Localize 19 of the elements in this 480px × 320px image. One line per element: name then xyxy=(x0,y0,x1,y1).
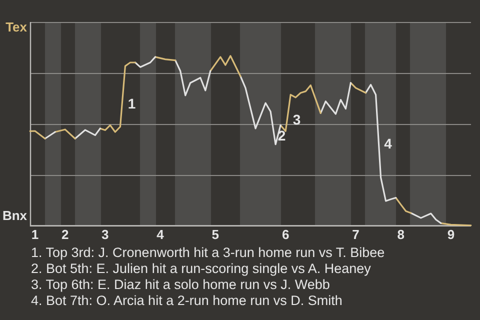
x-tick-label: 5 xyxy=(212,226,220,242)
x-tick-label: 6 xyxy=(282,226,290,242)
text: 1. Top 3rd: J. Cronenworth hit a 3-run home run vs T. Bibee xyxy=(31,245,386,261)
annotation: 3 xyxy=(292,112,301,128)
x-tick-label: 1 xyxy=(31,226,39,242)
text: Tex xyxy=(6,20,28,35)
x-tick-label: 9 xyxy=(447,226,455,242)
x-tick-label: 3 xyxy=(102,226,109,242)
annotation: 4 xyxy=(384,136,392,152)
x-tick-label: 4 xyxy=(156,226,165,242)
text: Bnx xyxy=(2,208,28,223)
annotation: 2 xyxy=(278,128,286,144)
text: 2. Bot 5th: E. Julien hit a run-scoring single vs A. Heaney xyxy=(31,261,372,277)
annotation: 1 xyxy=(128,96,136,112)
x-tick-label: 7 xyxy=(352,226,360,242)
text: 4. Bot 7th: O. Arcia hit a 2-run home run vs D. Smith xyxy=(31,293,344,309)
text: 3. Top 6th: E. Diaz hit a solo home run vs J. Webb xyxy=(31,277,331,293)
x-tick-label: 8 xyxy=(397,226,404,242)
x-tick-label: 2 xyxy=(61,226,69,242)
